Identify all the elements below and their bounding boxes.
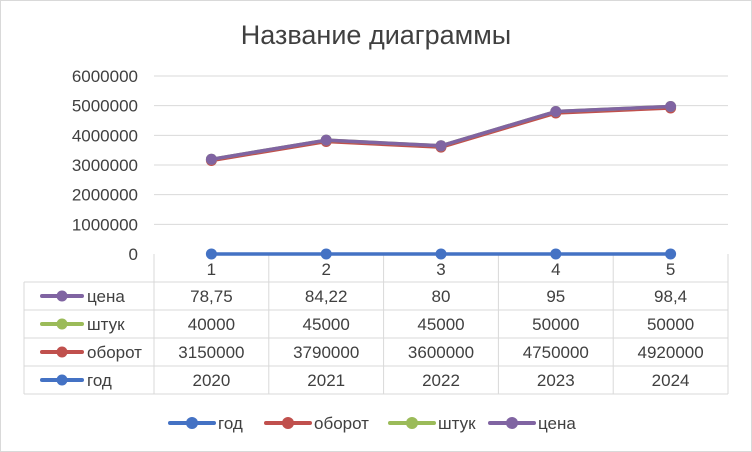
- legend-key-marker: [282, 417, 294, 429]
- table-legend-key-marker: [56, 318, 68, 330]
- y-tick-label: 3000000: [72, 156, 138, 175]
- table-cell: 95: [546, 287, 565, 306]
- y-tick-label: 2000000: [72, 186, 138, 205]
- table-legend-key-marker: [56, 374, 68, 386]
- table-cell: 2021: [307, 371, 345, 390]
- x-category-label: 2: [321, 260, 330, 279]
- legend-key-marker: [406, 417, 418, 429]
- table-cell: 3790000: [293, 343, 359, 362]
- data-point: [320, 248, 332, 260]
- table-series-name: цена: [87, 287, 125, 306]
- data-point: [550, 248, 562, 260]
- table-cell: 78,75: [190, 287, 233, 306]
- y-tick-label: 4000000: [72, 126, 138, 145]
- table-cell: 2020: [192, 371, 230, 390]
- table-cell: 3600000: [408, 343, 474, 362]
- table-legend-key-marker: [56, 346, 68, 358]
- table-cell: 50000: [647, 315, 694, 334]
- x-category-label: 3: [436, 260, 445, 279]
- y-tick-label: 5000000: [72, 97, 138, 116]
- data-point: [665, 248, 677, 260]
- data-point: [435, 248, 447, 260]
- table-cell: 2024: [652, 371, 690, 390]
- legend-entry: год: [218, 414, 243, 433]
- table-series-name: оборот: [87, 343, 142, 362]
- table-cell: 84,22: [305, 287, 348, 306]
- legend: год оборот штук цена: [168, 414, 576, 433]
- chart-title: Название диаграммы: [241, 20, 511, 50]
- table-cell: 3150000: [178, 343, 244, 362]
- table-legend-key-marker: [56, 290, 68, 302]
- table-cell: 2022: [422, 371, 460, 390]
- legend-key-marker: [186, 417, 198, 429]
- table-cell: 50000: [532, 315, 579, 334]
- x-category-label: 1: [207, 260, 216, 279]
- legend-key-marker: [506, 417, 518, 429]
- table-cell: 98,4: [654, 287, 687, 306]
- table-series-name: штук: [87, 315, 125, 334]
- gridlines: [154, 75, 728, 225]
- data-point: [665, 100, 677, 112]
- data-point: [205, 153, 217, 165]
- y-tick-label: 6000000: [72, 67, 138, 86]
- legend-entry: оборот: [314, 414, 369, 433]
- data-point: [435, 140, 447, 152]
- data-point: [320, 134, 332, 146]
- table-cell: 40000: [188, 315, 235, 334]
- data-point: [205, 248, 217, 260]
- table-cell: 45000: [417, 315, 464, 334]
- x-category-label: 5: [666, 260, 675, 279]
- table-cell: 4750000: [523, 343, 589, 362]
- legend-entry: цена: [538, 414, 576, 433]
- table-cell: 2023: [537, 371, 575, 390]
- legend-entry: штук: [438, 414, 476, 433]
- table-series-name: год: [87, 371, 112, 390]
- plot-area: [205, 100, 677, 260]
- table-cell: 45000: [303, 315, 350, 334]
- y-tick-label: 0: [129, 245, 138, 264]
- table-cell: 80: [432, 287, 451, 306]
- y-axis: 0 1000000 2000000 3000000 4000000 5000000 6000…: [72, 67, 138, 264]
- table-cell: 4920000: [638, 343, 704, 362]
- y-tick-label: 1000000: [72, 215, 138, 234]
- x-category-label: 4: [551, 260, 560, 279]
- data-point: [550, 106, 562, 118]
- data-table: 1 2 3 4 5 цена 78,75 84,22 80 95 98,4 штук 40000 4500…: [23, 254, 729, 395]
